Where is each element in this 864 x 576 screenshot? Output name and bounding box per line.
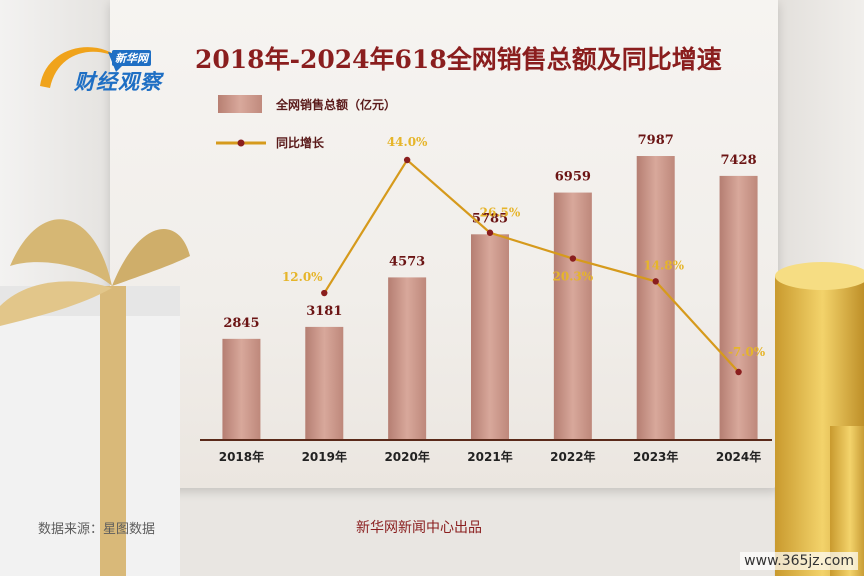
chart-title: 2018年-2024年618全网销售总额及同比增速 [195,45,722,74]
x-tick-label: 2024年 [716,449,761,464]
legend-line-label: 同比增长 [276,136,325,150]
bar-2019年 [305,326,344,440]
growth-value-label: 12.0% [282,270,323,284]
bar-2018年 [222,338,261,440]
legend-bar-swatch [218,95,262,113]
bar-value-label: 3181 [306,304,342,319]
bar-value-label: 5785 [472,211,508,226]
legend-bar-label: 全网销售总额（亿元） [276,98,397,112]
growth-line [323,158,740,373]
growth-point [569,255,577,262]
data-source: 数据来源：星图数据 [38,522,156,537]
bar-value-label: 4573 [389,254,425,269]
bar-value-label: 7987 [638,133,674,148]
x-tick-label: 2023年 [633,449,678,464]
growth-point [652,278,659,285]
bar-2022年 [553,192,592,440]
growth-value-label: 26.5% [480,206,521,220]
logo-name: 财经观察 [74,70,162,94]
x-tick-label: 2019年 [302,449,347,464]
bar-2021年 [471,234,509,440]
growth-value-label: -7.0% [728,345,766,359]
bar-2020年 [388,277,427,440]
x-tick-label: 2018年 [219,449,264,464]
bar-2023年 [636,156,675,441]
bar-value-label: 7428 [720,153,756,168]
growth-point [486,229,494,236]
growth-point [735,368,742,376]
gift-box-illustration [0,219,190,576]
growth-value-label: 14.8% [643,258,684,272]
x-tick-label: 2020年 [384,449,429,464]
bar-value-label: 2845 [223,316,259,331]
growth-value-label: 20.3% [553,270,594,284]
x-tick-label: 2021年 [467,449,512,464]
bar-value-label: 6959 [555,170,591,185]
credit-text: 新华网新闻中心出品 [356,520,482,536]
bar-2024年 [719,175,758,441]
x-tick-label: 2022年 [550,449,595,464]
coin-stack-illustration [775,262,864,576]
growth-value-label: 44.0% [387,135,428,149]
growth-point [403,156,411,164]
watermark: www.365jz.com [740,552,858,570]
logo-badge: 新华网 [112,50,151,66]
legend-line-swatch [216,139,266,147]
growth-point [321,289,328,297]
